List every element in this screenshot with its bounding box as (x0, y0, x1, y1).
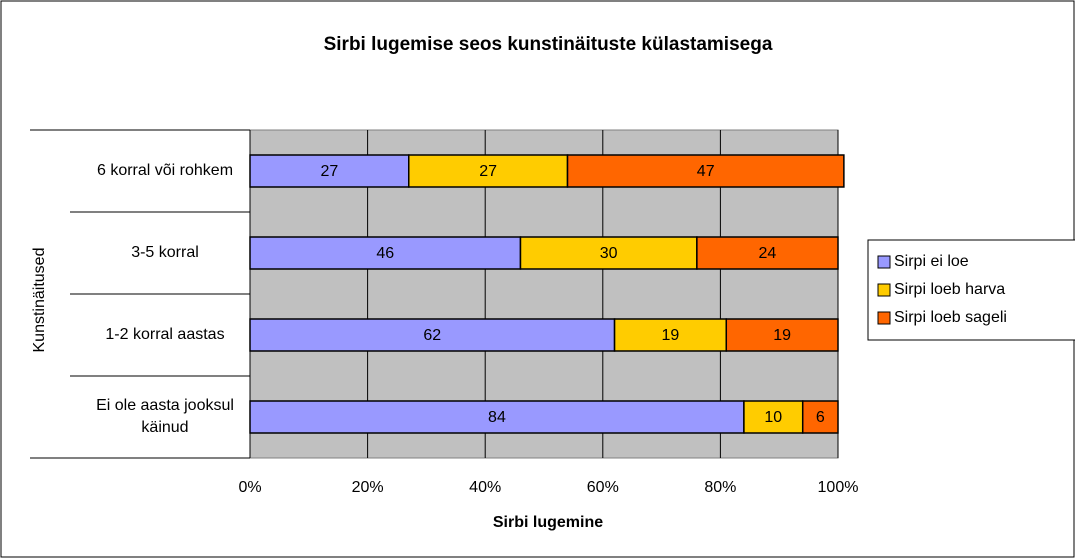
data-label: 24 (759, 245, 777, 262)
legend-swatch (877, 283, 891, 297)
legend-label: Sirpi loeb harva (894, 281, 1005, 298)
legend-swatch (877, 311, 891, 325)
legend-box (867, 239, 1075, 341)
bar-segment (696, 236, 839, 270)
data-label: 19 (662, 327, 680, 344)
bar-segment (566, 154, 845, 188)
bar-segment (249, 236, 522, 270)
data-label: 27 (320, 163, 338, 180)
bar-segment (249, 154, 410, 188)
bar-segment (408, 154, 569, 188)
bar-segment (801, 400, 839, 434)
x-tick-label: 0% (238, 479, 261, 496)
data-label: 27 (479, 163, 497, 180)
bar-segment (519, 236, 698, 270)
legend-swatch (877, 255, 891, 269)
x-tick-label: 40% (469, 479, 501, 496)
x-tick-label: 100% (818, 479, 859, 496)
data-label: 30 (600, 245, 618, 262)
data-label: 46 (376, 245, 394, 262)
data-label: 19 (773, 327, 791, 344)
legend-label: Sirpi ei loe (894, 253, 969, 270)
y-axis-label: Kunstinäitused (31, 248, 48, 353)
chart-title: Sirbi lugemise seos kunstinäituste külas… (324, 34, 773, 55)
data-label: 10 (764, 409, 782, 426)
bar-segment (613, 318, 728, 352)
data-label: 84 (488, 409, 506, 426)
x-tick-label: 80% (704, 479, 736, 496)
y-tick-label: 3-5 korral (131, 244, 199, 261)
data-label: 6 (816, 409, 825, 426)
x-axis-label: Sirbi lugemine (493, 514, 603, 531)
y-tick-label: 6 korral või rohkem (96, 162, 234, 179)
bar-segment (725, 318, 839, 352)
bar-segment (743, 400, 804, 434)
data-label: 62 (423, 327, 441, 344)
bar-segment (249, 318, 616, 352)
y-tick-label: 1-2 korral aastas (105, 326, 225, 343)
legend-label: Sirpi loeb sageli (894, 309, 1007, 326)
y-tick-label: Ei ole aasta jooksul käinud (96, 397, 234, 436)
x-tick-label: 20% (352, 479, 384, 496)
x-tick-label: 60% (587, 479, 619, 496)
data-label: 47 (697, 163, 715, 180)
